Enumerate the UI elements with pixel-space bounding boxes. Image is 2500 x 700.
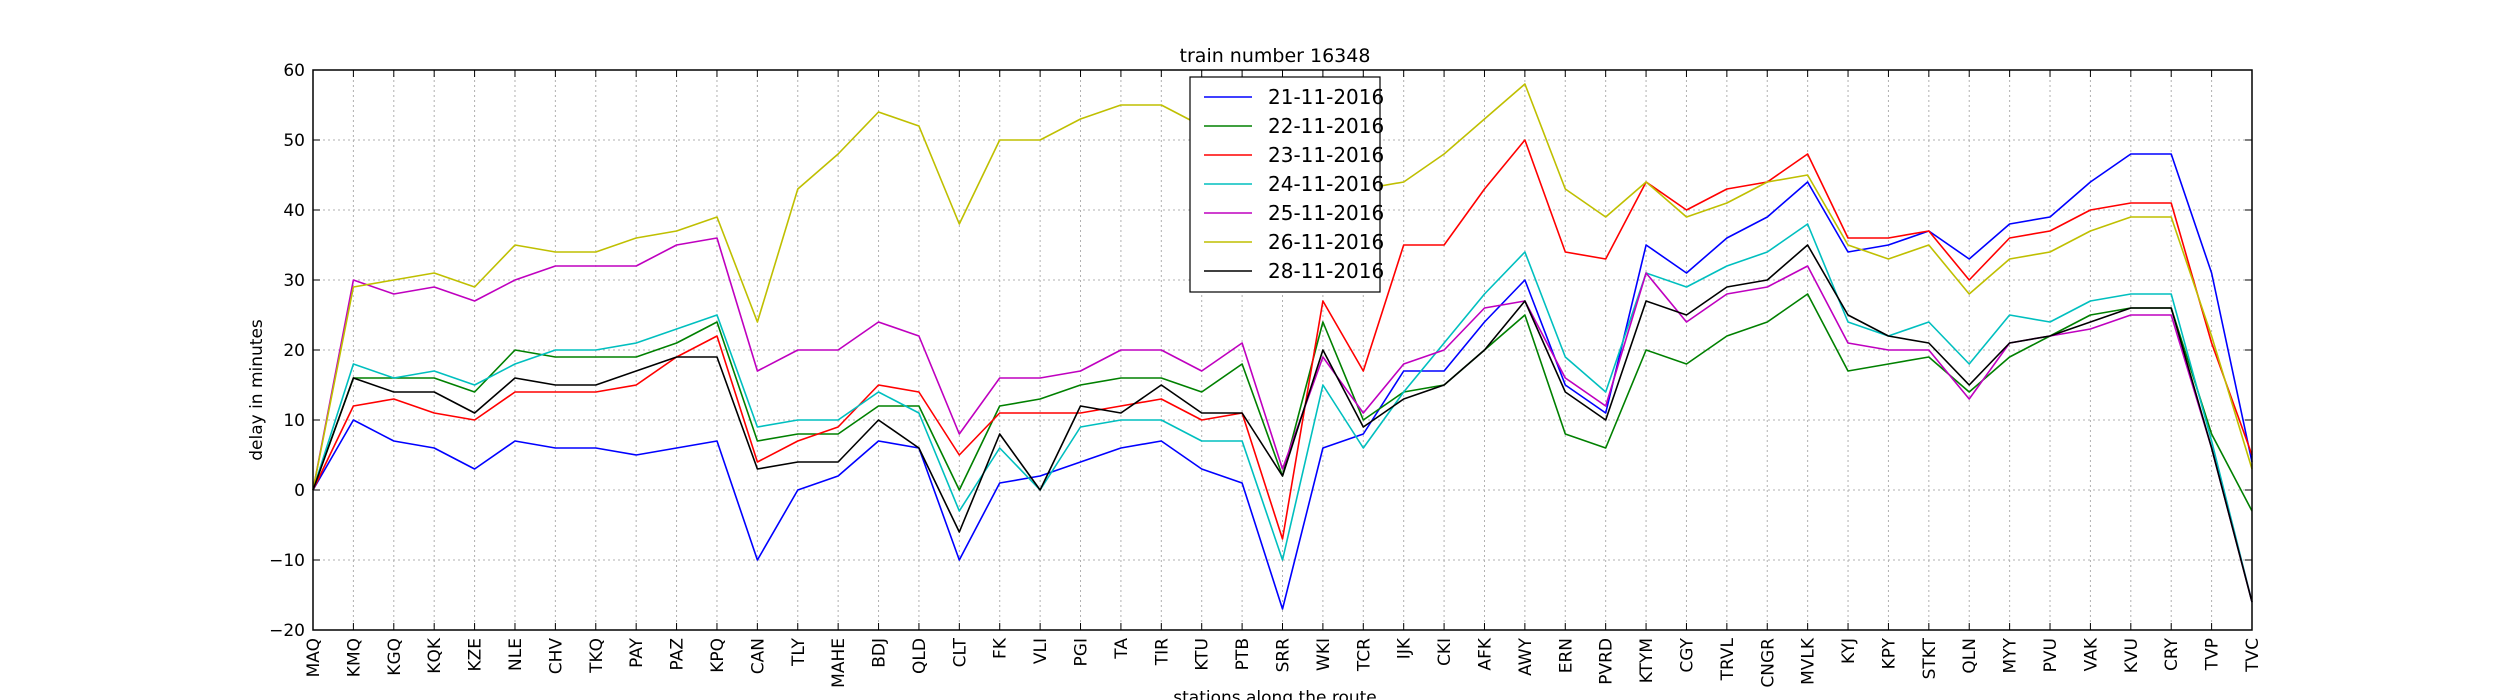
x-tick-label: TA	[1112, 638, 1132, 660]
x-tick-label: CHV	[546, 638, 566, 675]
series-line	[312, 223, 2253, 603]
y-tick-label: −10	[269, 551, 305, 571]
x-tick-label: PVU	[2041, 638, 2061, 672]
x-tick-label: PGI	[1072, 638, 1092, 666]
x-tick-label: NLE	[506, 638, 526, 671]
x-tick-label: PTB	[1233, 638, 1253, 670]
x-tick-label: TIR	[1152, 638, 1172, 666]
chart-title: train number 16348	[1180, 45, 1371, 67]
legend-label: 28-11-2016	[1268, 259, 1384, 283]
x-tick-label: TLY	[789, 637, 809, 667]
x-tick-label: KYJ	[1839, 638, 1859, 664]
series-line	[312, 244, 2253, 603]
x-tick-label: WKI	[1314, 638, 1334, 671]
x-tick-label: KMQ	[344, 638, 364, 677]
x-tick-label: CLT	[950, 637, 970, 667]
x-tick-label: PAZ	[668, 638, 688, 670]
x-tick-label: MAQ	[304, 638, 324, 677]
x-tick-label: STKT	[1920, 637, 1940, 679]
x-tick-label: FK	[991, 637, 1011, 659]
x-tick-label: QLN	[1960, 638, 1980, 674]
x-tick-label: CRY	[2162, 637, 2182, 671]
x-tick-label: CKI	[1435, 638, 1455, 666]
legend: 21-11-2016 22-11-2016 23-11-2016 24-11-2016…	[1189, 76, 1384, 293]
x-tick-label: MYY	[2001, 637, 2021, 673]
x-tick-label: PAY	[627, 637, 647, 667]
legend-label: 21-11-2016	[1268, 85, 1384, 109]
x-tick-label: TCR	[1354, 638, 1374, 672]
x-tick-label: KTYM	[1637, 638, 1657, 683]
x-tick-label: CAN	[748, 638, 768, 674]
x-tick-label: KVU	[2122, 638, 2142, 673]
x-tick-label: VAK	[2081, 637, 2101, 671]
y-tick-label: 60	[283, 61, 305, 81]
x-tick-label: CGY	[1677, 637, 1697, 672]
y-tick-label: 10	[283, 411, 305, 431]
series-line	[312, 237, 2253, 603]
y-tick-label: 20	[283, 341, 305, 361]
x-tick-label: AFK	[1475, 637, 1495, 670]
x-tick-label: VLI	[1031, 638, 1051, 664]
y-tick-label: −20	[269, 621, 305, 641]
x-tick-label: BDJ	[870, 638, 890, 668]
series-line	[312, 139, 2253, 540]
x-tick-label: KZE	[466, 638, 486, 672]
y-tick-label: 30	[283, 271, 305, 291]
y-tick-label: 0	[294, 481, 305, 501]
x-tick-label: SRR	[1274, 638, 1294, 673]
x-tick-label: KGQ	[385, 638, 405, 676]
x-tick-label: KTU	[1193, 638, 1213, 671]
legend-label: 25-11-2016	[1268, 201, 1384, 225]
x-tick-label: AWY	[1516, 637, 1536, 676]
legend-label: 22-11-2016	[1268, 114, 1384, 138]
x-axis-label: stations along the route	[1173, 688, 1377, 700]
legend-label: 24-11-2016	[1268, 172, 1384, 196]
x-tick-label: KPQ	[708, 638, 728, 673]
y-tick-label: 40	[283, 201, 305, 221]
x-tick-label: MAHE	[829, 638, 849, 688]
x-tick-label: TVP	[2203, 638, 2223, 671]
x-tick-label: QLD	[910, 638, 930, 674]
x-tick-label: CNGR	[1758, 638, 1778, 688]
y-tick-label: 50	[283, 131, 305, 151]
y-axis-label: delay in minutes	[247, 319, 267, 461]
x-tick-label: MVLK	[1799, 637, 1819, 685]
x-tick-label: ERN	[1556, 638, 1576, 673]
x-tick-label: KQK	[425, 637, 445, 674]
x-tick-label: KPY	[1879, 637, 1899, 669]
x-tick-label: TRVL	[1718, 637, 1738, 681]
x-tick-label: TVC	[2243, 638, 2263, 673]
x-tick-label: PVRD	[1597, 638, 1617, 685]
legend-label: 23-11-2016	[1268, 143, 1384, 167]
x-tick-label: TKQ	[587, 638, 607, 674]
y-axis-ticks: −20 −10 0 10 20 30 40 50 60	[269, 61, 2252, 641]
legend-label: 26-11-2016	[1268, 230, 1384, 254]
x-axis-ticks: MAQ KMQ KGQ KQK KZE NLE CHV TKQ PAY PAZ KPQ CAN TLY M…	[304, 70, 2263, 688]
x-tick-label: IJK	[1395, 637, 1415, 659]
